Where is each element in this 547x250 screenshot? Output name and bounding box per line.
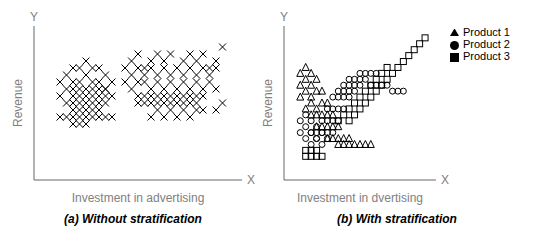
svg-text:X: X: [247, 173, 255, 187]
svg-text:Y: Y: [280, 10, 288, 24]
html-text:(b) With stratification: (b) With stratification: [337, 212, 457, 226]
svg-text:Investment in advertising: Investment in advertising: [72, 191, 205, 205]
svg-text:Investment in dvertising: Investment in dvertising: [297, 191, 423, 205]
svg-text:Revenue: Revenue: [261, 79, 275, 127]
html-text:Product 2: Product 2: [462, 38, 510, 50]
svg-text:Y: Y: [30, 10, 38, 24]
html-text:(a) Without stratification: (a) Without stratification: [64, 212, 202, 226]
html-text:Product 1: Product 1: [462, 26, 510, 38]
html-text:Product 3: Product 3: [462, 50, 510, 62]
svg-text:Revenue: Revenue: [11, 79, 25, 127]
svg-text:X: X: [441, 173, 449, 187]
